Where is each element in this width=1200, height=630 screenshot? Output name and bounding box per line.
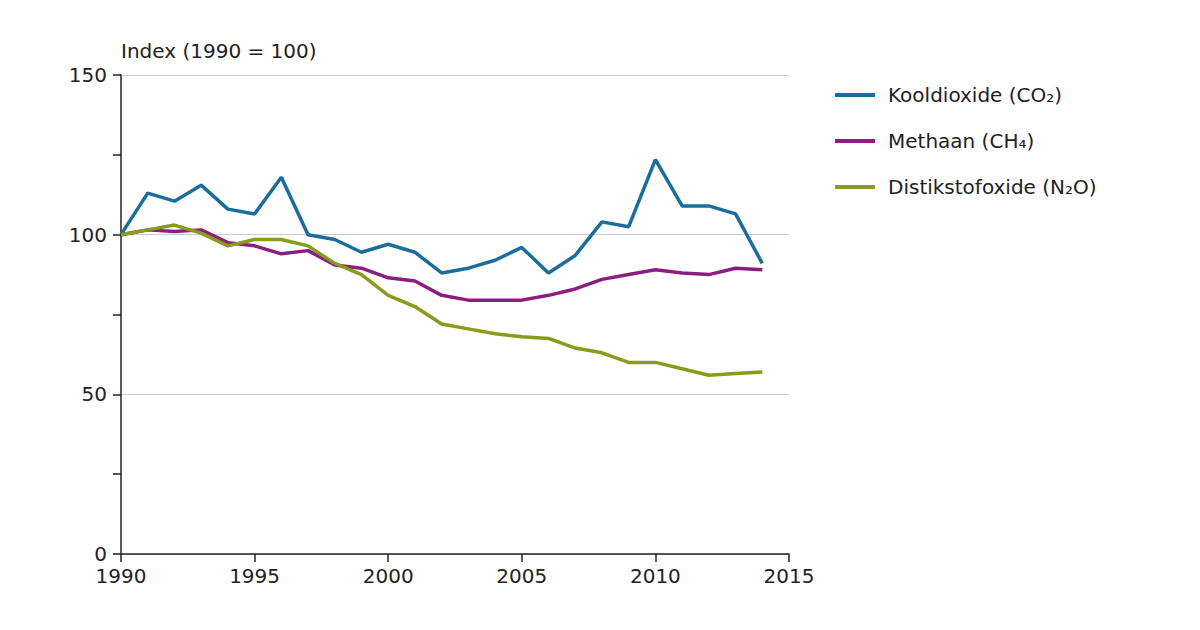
svg-text:2000: 2000 xyxy=(363,564,414,588)
svg-text:2015: 2015 xyxy=(764,564,815,588)
svg-text:100: 100 xyxy=(69,223,107,247)
svg-text:Index (1990 = 100): Index (1990 = 100) xyxy=(121,39,317,63)
svg-text:2005: 2005 xyxy=(496,564,547,588)
svg-text:2010: 2010 xyxy=(630,564,681,588)
svg-text:Kooldioxide (CO₂): Kooldioxide (CO₂) xyxy=(888,83,1062,107)
svg-text:150: 150 xyxy=(69,63,107,87)
svg-text:0: 0 xyxy=(94,542,107,566)
svg-text:50: 50 xyxy=(82,382,107,406)
svg-text:1995: 1995 xyxy=(229,564,280,588)
svg-text:1990: 1990 xyxy=(96,564,147,588)
svg-text:Distikstofoxide (N₂O): Distikstofoxide (N₂O) xyxy=(888,175,1097,199)
svg-text:Methaan (CH₄): Methaan (CH₄) xyxy=(888,129,1034,153)
